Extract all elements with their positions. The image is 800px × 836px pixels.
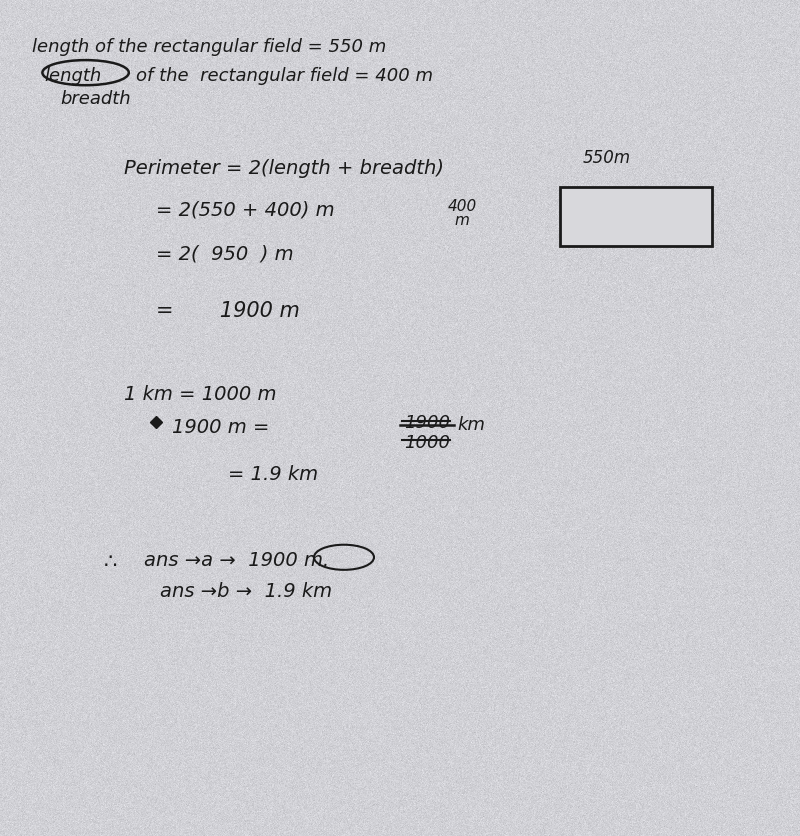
Text: km: km	[458, 415, 486, 434]
Text: breadth: breadth	[60, 90, 130, 109]
Text: ans →b →  1.9 km: ans →b → 1.9 km	[160, 581, 332, 600]
Text: 1900: 1900	[404, 414, 450, 432]
Text: 1000: 1000	[404, 433, 450, 451]
Text: of the  rectangular field = 400 m: of the rectangular field = 400 m	[136, 67, 433, 85]
Text: = 2(550 + 400) m: = 2(550 + 400) m	[156, 201, 334, 220]
Text: ans →a →  1900 m.: ans →a → 1900 m.	[144, 550, 330, 569]
Text: length of the rectangular field = 550 m: length of the rectangular field = 550 m	[32, 38, 386, 56]
Text: 1 km = 1000 m: 1 km = 1000 m	[124, 385, 277, 404]
Text: 1900 m =: 1900 m =	[172, 418, 270, 437]
Text: = 1.9 km: = 1.9 km	[228, 464, 318, 483]
Text: ∴: ∴	[104, 552, 118, 572]
Text: m: m	[454, 213, 470, 228]
Text: 550m: 550m	[582, 149, 630, 167]
Text: = 2(  950  ) m: = 2( 950 ) m	[156, 244, 294, 263]
Bar	[560, 188, 712, 247]
Text: length: length	[44, 67, 102, 85]
Text: =       1900 m: = 1900 m	[156, 301, 300, 321]
Text: 400: 400	[448, 199, 478, 214]
Text: Perimeter = 2(length + breadth): Perimeter = 2(length + breadth)	[124, 159, 444, 178]
